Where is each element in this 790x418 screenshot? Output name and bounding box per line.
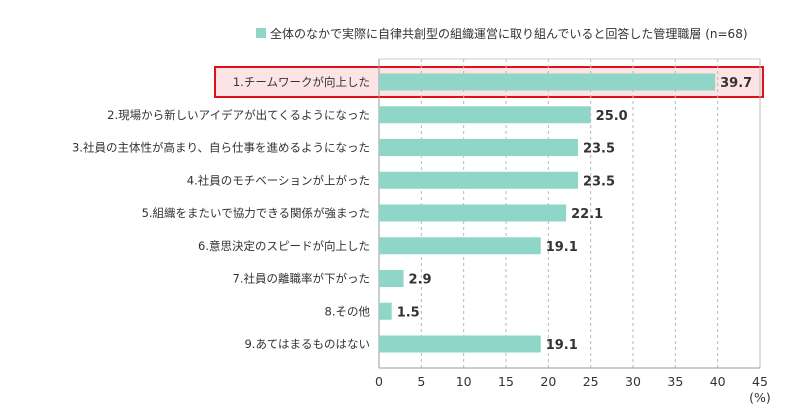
value-label: 39.7 xyxy=(720,76,752,91)
bar xyxy=(379,139,578,156)
bar xyxy=(379,237,541,255)
value-label: 22.1 xyxy=(571,207,603,222)
bar xyxy=(379,171,578,189)
category-label: 2.現場から新しいアイデアが出てくるようになった xyxy=(107,108,370,122)
category-label: 8.その他 xyxy=(325,304,371,318)
x-tick-label: 15 xyxy=(498,374,514,389)
x-tick-label: 10 xyxy=(456,374,472,389)
category-label: 6.意思決定のスピードが向上した xyxy=(198,239,370,253)
value-label: 19.1 xyxy=(546,338,578,353)
category-label: 4.社員のモチベーションが上がった xyxy=(187,173,370,187)
bar xyxy=(379,302,392,320)
value-label: 19.1 xyxy=(546,240,578,255)
value-label: 2.9 xyxy=(409,273,432,288)
x-tick-label: 20 xyxy=(540,374,556,389)
x-tick-label: 5 xyxy=(417,374,425,389)
value-label: 23.5 xyxy=(583,142,615,157)
bar xyxy=(379,106,591,124)
bar xyxy=(379,73,716,91)
legend-swatch xyxy=(256,28,266,38)
x-tick-label: 40 xyxy=(710,374,726,389)
category-label: 7.社員の離職率が下がった xyxy=(233,272,370,286)
bar xyxy=(379,270,404,287)
category-label: 9.あてはまるものはない xyxy=(244,337,370,351)
x-tick-label: 0 xyxy=(375,374,383,389)
x-tick-label: 45 xyxy=(752,374,768,389)
value-label: 23.5 xyxy=(583,174,615,189)
x-axis-unit: (%) xyxy=(749,390,771,405)
x-tick-label: 35 xyxy=(667,374,683,389)
category-label: 5.組織をまたいで協力できる関係が強まった xyxy=(142,206,370,220)
value-label: 25.0 xyxy=(596,109,628,124)
value-label: 1.5 xyxy=(397,305,420,320)
bar xyxy=(379,335,541,353)
bar xyxy=(379,204,567,222)
x-tick-label: 30 xyxy=(625,374,641,389)
x-tick-label: 25 xyxy=(583,374,599,389)
legend-label: 全体のなかで実際に自律共創型の組織運営に取り組んでいると回答した管理職層 (n=… xyxy=(270,26,748,41)
category-label: 1.チームワークが向上した xyxy=(233,75,370,89)
category-label: 3.社員の主体性が高まり、自ら仕事を進めるようになった xyxy=(72,141,370,155)
